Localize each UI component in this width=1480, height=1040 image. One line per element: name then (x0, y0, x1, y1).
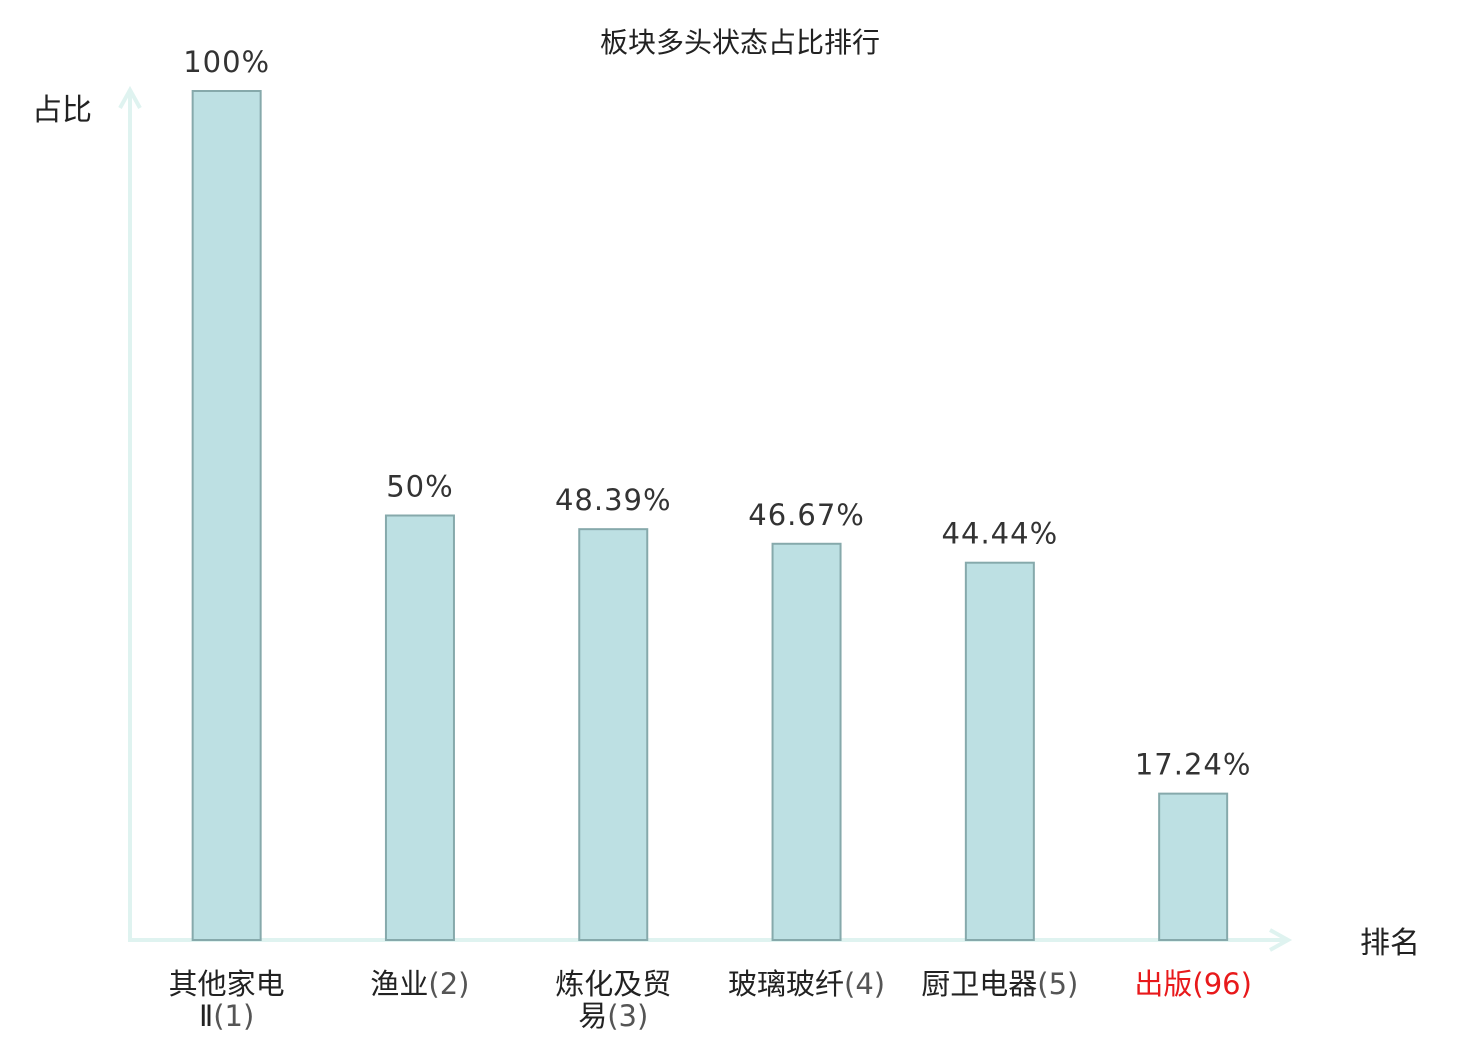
bar-value-label: 48.39% (555, 483, 672, 517)
bar (191, 90, 262, 941)
x-axis-label: 排名 (1360, 926, 1420, 961)
x-tick-label-line: 玻璃玻纤(4) (728, 967, 885, 1001)
x-tick-rank: (1) (213, 999, 254, 1033)
x-axis-arrow-icon (1269, 928, 1293, 952)
bar-value-label: 100% (183, 45, 270, 79)
x-tick-label: 渔业(2) (370, 967, 469, 1001)
x-tick-rank: (3) (607, 999, 648, 1033)
y-axis-arrow-icon (118, 85, 142, 109)
x-tick-label: 炼化及贸易(3) (555, 967, 671, 1033)
bar (771, 542, 842, 942)
bar-value-label: 50% (386, 470, 453, 504)
bar (1158, 792, 1229, 941)
x-tick-label-line: 炼化及贸 (555, 967, 671, 1001)
x-tick-label: 出版(96) (1134, 967, 1252, 1001)
y-axis: 占比 (32, 85, 142, 940)
x-tick-rank: (96) (1192, 967, 1252, 1001)
bar-value-label: 44.44% (942, 517, 1059, 551)
x-tick-rank: (4) (844, 967, 885, 1001)
x-tick-label: 厨卫电器(5) (921, 967, 1078, 1001)
x-axis: 排名 (128, 926, 1420, 961)
x-tick-label-line: 易(3) (578, 999, 648, 1033)
x-tick-label-line: 厨卫电器(5) (921, 967, 1078, 1001)
x-tick-rank: (2) (428, 967, 469, 1001)
x-tick-label-line: 渔业(2) (370, 967, 469, 1001)
chart-title: 板块多头状态占比排行 (600, 26, 880, 59)
x-tick-label-line: 其他家电 (169, 967, 285, 1001)
x-tick-label-line: Ⅱ(1) (199, 999, 254, 1033)
x-tick-label: 玻璃玻纤(4) (728, 967, 885, 1001)
y-axis-label: 占比 (32, 93, 92, 128)
bars-group (191, 90, 1229, 942)
value-labels-group: 100% 50% 48.39% 46.67% 44.44% 17.24% (183, 45, 1252, 782)
x-tick-label: 其他家电 Ⅱ(1) (169, 967, 285, 1033)
bar (384, 514, 455, 941)
category-labels-group: 其他家电 Ⅱ(1) 渔业(2) 炼化及贸易(3) 玻璃玻纤(4) 厨卫电器(5) 出版(96… (169, 967, 1252, 1033)
x-tick-rank: (5) (1037, 967, 1078, 1001)
bar-value-label: 46.67% (748, 498, 865, 532)
x-tick-label-line: 出版(96) (1134, 967, 1252, 1001)
bar (578, 528, 649, 941)
bar-value-label: 17.24% (1135, 748, 1252, 782)
bar (964, 561, 1035, 941)
